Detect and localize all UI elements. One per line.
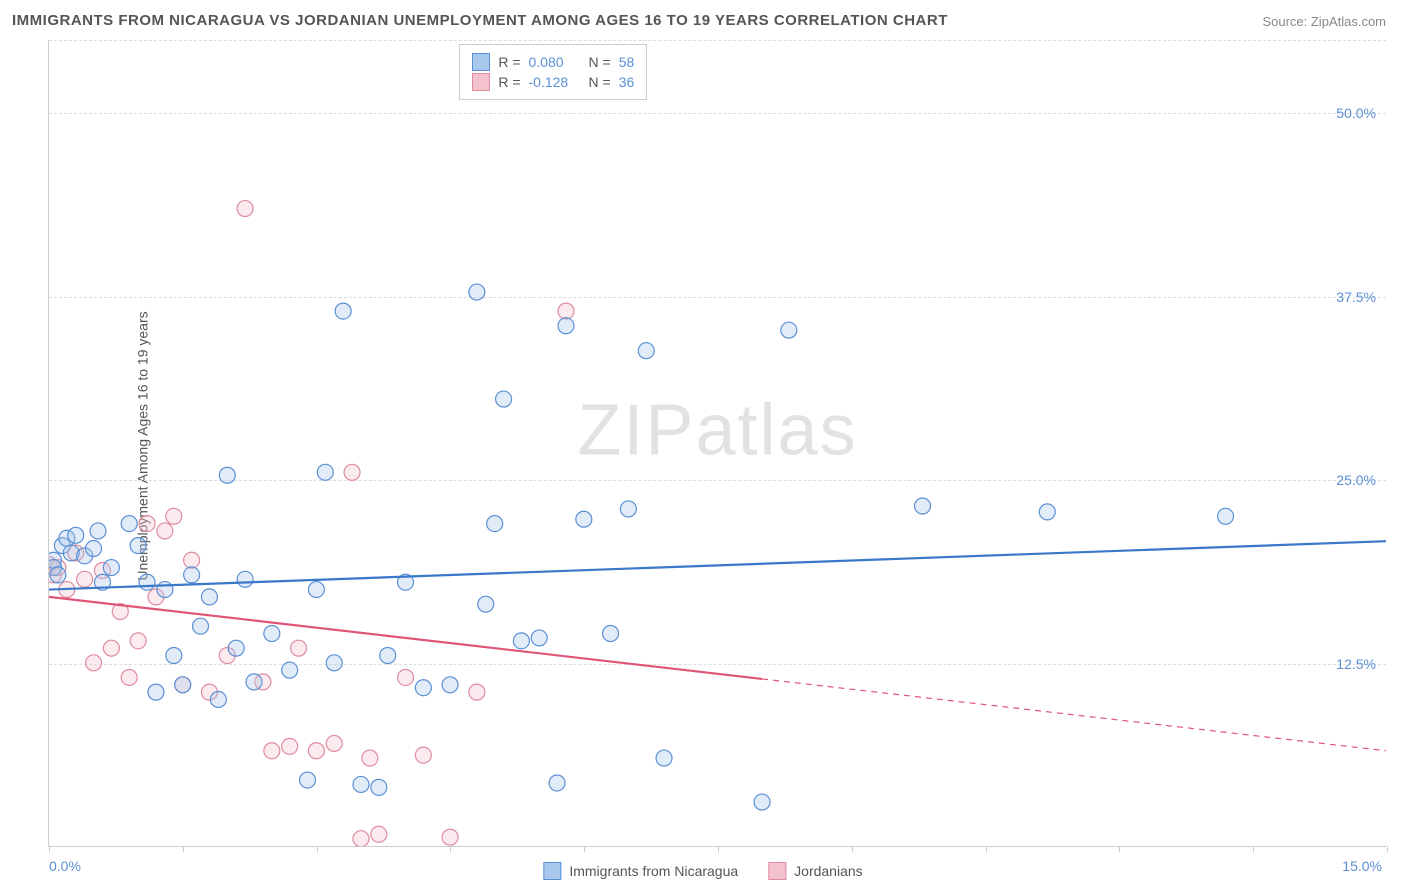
legend-top-row: R = 0.080 N = 58 bbox=[472, 53, 634, 71]
legend-label-series2: Jordanians bbox=[794, 863, 863, 879]
swatch-icon bbox=[472, 53, 490, 71]
r-label: R = bbox=[498, 54, 520, 70]
plot-area: ZIPatlas 12.5%25.0%37.5%50.0%0.0%15.0%R … bbox=[48, 40, 1386, 847]
x-tick bbox=[317, 846, 318, 852]
legend-bottom: Immigrants from Nicaragua Jordanians bbox=[543, 862, 862, 880]
n-value: 58 bbox=[619, 54, 635, 70]
r-label: R = bbox=[498, 74, 520, 90]
x-tick bbox=[450, 846, 451, 852]
x-tick-label-right: 15.0% bbox=[1342, 858, 1382, 874]
source-label: Source: ZipAtlas.com bbox=[1262, 14, 1386, 29]
x-tick bbox=[718, 846, 719, 852]
chart-svg bbox=[49, 40, 1386, 846]
n-value: 36 bbox=[619, 74, 635, 90]
legend-top-row: R = -0.128 N = 36 bbox=[472, 73, 634, 91]
x-tick bbox=[183, 846, 184, 852]
n-label: N = bbox=[589, 74, 611, 90]
x-tick-label-left: 0.0% bbox=[49, 858, 81, 874]
x-tick bbox=[1387, 846, 1388, 852]
legend-label-series1: Immigrants from Nicaragua bbox=[569, 863, 738, 879]
x-tick bbox=[1119, 846, 1120, 852]
swatch-series2-icon bbox=[768, 862, 786, 880]
n-label: N = bbox=[589, 54, 611, 70]
x-tick bbox=[986, 846, 987, 852]
x-tick bbox=[584, 846, 585, 852]
x-tick bbox=[49, 846, 50, 852]
legend-item-series2: Jordanians bbox=[768, 862, 863, 880]
legend-item-series1: Immigrants from Nicaragua bbox=[543, 862, 738, 880]
swatch-series1-icon bbox=[543, 862, 561, 880]
chart-container: IMMIGRANTS FROM NICARAGUA VS JORDANIAN U… bbox=[0, 0, 1406, 892]
legend-top: R = 0.080 N = 58 R = -0.128 N = 36 bbox=[459, 44, 647, 100]
x-tick bbox=[852, 846, 853, 852]
swatch-icon bbox=[472, 73, 490, 91]
chart-title: IMMIGRANTS FROM NICARAGUA VS JORDANIAN U… bbox=[12, 12, 948, 29]
x-tick bbox=[1253, 846, 1254, 852]
r-value: 0.080 bbox=[529, 54, 581, 70]
r-value: -0.128 bbox=[529, 74, 581, 90]
